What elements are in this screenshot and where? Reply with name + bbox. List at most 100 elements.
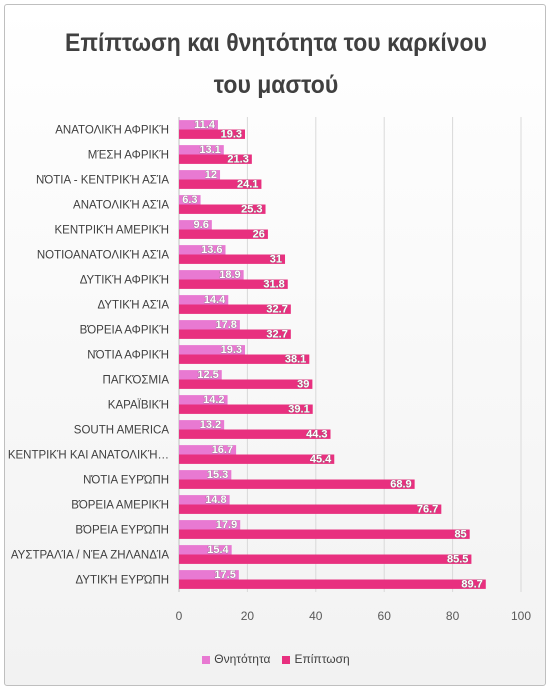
bar-mortality	[179, 545, 232, 555]
data-label: 6.3	[182, 194, 197, 206]
data-label: 19.3	[221, 128, 242, 140]
category-label: ΑΥΣΤΡΑΛΊΑ / ΝΈΑ ΖΗΛΑΝΔΊΑ	[11, 550, 169, 562]
category-label: ΔΥΤΙΚΉ ΑΣΊΑ	[98, 300, 170, 312]
category-label: SOUTH AMERICA	[74, 425, 170, 437]
legend-swatch	[282, 655, 291, 664]
category-label: ΔΥΤΙΚΉ ΑΦΡΙΚΉ	[80, 275, 169, 287]
category-label: ΝΌΤΙΑ ΕΥΡΏΠΗ	[83, 475, 169, 487]
bar-mortality	[179, 495, 230, 505]
x-tick-label: 40	[309, 609, 323, 623]
bar-mortality	[179, 295, 229, 305]
data-label: 17.9	[216, 519, 237, 531]
bar-mortality	[179, 320, 240, 330]
legend-label: Επίπτωση	[294, 652, 350, 666]
bar-mortality	[179, 245, 226, 255]
data-label: 21.3	[227, 153, 248, 165]
data-label: 14.2	[203, 394, 224, 406]
bar-incidence	[179, 404, 313, 414]
data-label: 17.5	[214, 569, 235, 581]
legend-item: Θνητότητα	[202, 652, 270, 666]
legend-label: Θνητότητα	[214, 652, 271, 666]
data-label: 13.2	[200, 419, 221, 431]
x-tick-label: 20	[241, 609, 255, 623]
bar-mortality	[179, 220, 212, 230]
data-label: 85.5	[447, 553, 468, 565]
bar-incidence	[179, 129, 246, 139]
bar-incidence	[179, 304, 291, 314]
data-label: 16.7	[212, 444, 233, 456]
category-label: ΝΌΤΙΑ - ΚΕΝΤΡΙΚΉ ΑΣΊΑ	[36, 175, 169, 187]
data-label: 15.4	[207, 544, 229, 556]
bar-incidence	[179, 279, 288, 289]
bar-incidence	[179, 354, 310, 364]
chart-area	[4, 4, 546, 686]
data-label: 11.4	[194, 119, 216, 131]
bar-incidence	[179, 179, 262, 189]
data-label: 24.1	[237, 178, 258, 190]
category-label: ΚΕΝΤΡΙΚΉ ΑΜΕΡΙΚΉ	[55, 225, 170, 237]
category-label: ΚΕΝΤΡΙΚΉ ΚΑΙ ΑΝΑΤΟΛΙΚΉ…	[8, 450, 169, 462]
bar-mortality	[179, 420, 225, 430]
data-label: 31	[270, 253, 282, 265]
data-label: 38.1	[285, 353, 306, 365]
category-label: ΝΟΤΙΟΑΝΑΤΟΛΙΚΉ ΑΣΊΑ	[37, 250, 169, 262]
bar-incidence	[179, 429, 331, 439]
data-label: 18.9	[219, 269, 240, 281]
bar-mortality	[179, 270, 244, 280]
data-label: 9.6	[194, 219, 209, 231]
bar-incidence	[179, 329, 291, 339]
data-label: 31.8	[263, 278, 284, 290]
category-label: ΚΑΡΑΪΒΙΚΉ	[108, 400, 169, 412]
data-label: 19.3	[221, 344, 242, 356]
data-label: 39	[297, 378, 309, 390]
x-tick-label: 60	[378, 609, 392, 623]
bar-mortality	[179, 120, 218, 130]
bar-mortality	[179, 345, 246, 355]
bar-incidence	[179, 479, 415, 489]
bar-mortality	[179, 395, 228, 405]
bar-incidence	[179, 504, 442, 514]
legend: Θνητότητα Επίπτωση	[0, 652, 552, 666]
bar-incidence	[179, 254, 286, 264]
category-label: ΒΌΡΕΙΑ ΕΥΡΏΠΗ	[75, 525, 169, 537]
bar-incidence	[179, 379, 313, 389]
data-label: 45.4	[310, 453, 332, 465]
bar-mortality	[179, 170, 221, 180]
bar-mortality	[179, 570, 239, 580]
category-label: ΒΌΡΕΙΑ ΑΦΡΙΚΉ	[80, 325, 169, 337]
category-label: ΒΌΡΕΙΑ ΑΜΕΡΙΚΉ	[71, 500, 169, 512]
bar-incidence	[179, 229, 268, 239]
data-label: 76.7	[417, 503, 438, 515]
data-label: 25.3	[241, 203, 262, 215]
bar-incidence	[179, 579, 486, 589]
data-label: 12	[205, 169, 217, 181]
category-label: ΔΥΤΙΚΉ ΕΥΡΏΠΗ	[76, 575, 170, 587]
data-label: 44.3	[306, 428, 327, 440]
data-label: 68.9	[390, 478, 411, 490]
x-tick-label: 80	[446, 609, 460, 623]
data-label: 15.3	[207, 469, 228, 481]
category-label: ΜΈΣΗ ΑΦΡΙΚΉ	[88, 150, 169, 162]
data-label: 17.8	[215, 319, 236, 331]
data-label: 26	[253, 228, 265, 240]
bar-mortality	[179, 445, 237, 455]
data-label: 89.7	[461, 578, 482, 590]
data-label: 32.7	[266, 328, 287, 340]
data-label: 32.7	[266, 303, 287, 315]
bar-incidence	[179, 554, 472, 564]
data-label: 14.8	[205, 494, 226, 506]
bar-mortality	[179, 145, 224, 155]
category-label: ΑΝΑΤΟΛΙΚΉ ΑΣΊΑ	[73, 200, 169, 212]
bar-incidence	[179, 454, 335, 464]
data-label: 13.1	[199, 144, 220, 156]
category-label: ΠΑΓΚΌΣΜΙΑ	[103, 375, 170, 387]
bar-incidence	[179, 529, 470, 539]
data-label: 12.5	[197, 369, 218, 381]
chart-title: Επίπτωση και θνητότητα του καρκίνου του …	[65, 29, 487, 99]
bar-mortality	[179, 195, 201, 205]
x-tick-label: 0	[176, 609, 183, 623]
bar-mortality	[179, 520, 241, 530]
data-label: 13.6	[201, 244, 222, 256]
category-label: ΝΌΤΙΑ ΑΦΡΙΚΉ	[87, 350, 169, 362]
